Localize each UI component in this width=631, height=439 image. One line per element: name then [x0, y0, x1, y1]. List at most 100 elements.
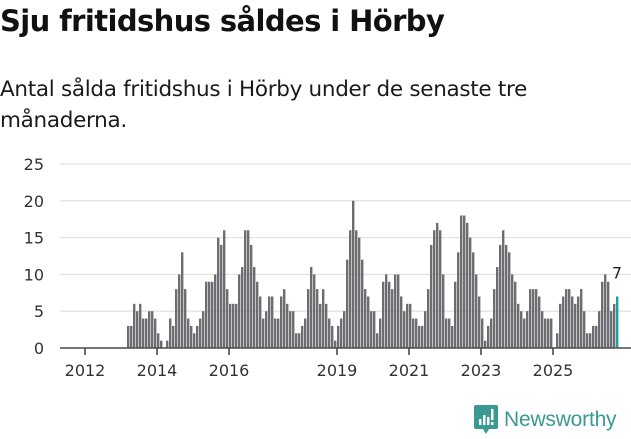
bar — [184, 289, 187, 348]
bar — [205, 281, 208, 348]
bar — [547, 318, 550, 348]
bar — [418, 325, 421, 348]
bar — [469, 237, 472, 348]
bar — [223, 230, 226, 348]
x-tick-label: 2025 — [533, 361, 574, 380]
bar — [133, 303, 136, 348]
bar — [394, 274, 397, 348]
bar — [538, 296, 541, 348]
bar — [526, 311, 529, 348]
bar — [385, 274, 388, 348]
bar — [304, 318, 307, 348]
bar — [190, 325, 193, 348]
bar — [496, 267, 499, 348]
bar — [382, 281, 385, 348]
last-value-label: 7 — [612, 263, 622, 282]
bar — [550, 318, 553, 348]
bar — [289, 311, 292, 348]
bar — [322, 289, 325, 348]
bar — [238, 274, 241, 348]
bar — [274, 318, 277, 348]
bar — [181, 252, 184, 348]
bar — [211, 281, 214, 348]
bar — [367, 296, 370, 348]
bar — [499, 244, 502, 348]
bar — [610, 311, 613, 348]
bar — [235, 303, 238, 348]
bar — [292, 311, 295, 348]
bar — [559, 303, 562, 348]
bar — [142, 318, 145, 348]
bar — [511, 274, 514, 348]
bar — [523, 318, 526, 348]
bar — [202, 311, 205, 348]
bar — [571, 296, 574, 348]
bar — [127, 325, 130, 348]
bar — [259, 296, 262, 348]
bar — [373, 311, 376, 348]
bar — [478, 296, 481, 348]
x-tick-label: 2014 — [137, 361, 178, 380]
bar — [313, 274, 316, 348]
bar — [403, 311, 406, 348]
bar — [175, 289, 178, 348]
bar — [253, 267, 256, 348]
bar — [283, 289, 286, 348]
bar — [412, 318, 415, 348]
bar — [613, 303, 616, 348]
bar — [157, 333, 160, 348]
bar — [415, 318, 418, 348]
bar — [589, 333, 592, 348]
bar — [484, 340, 487, 348]
bar — [424, 311, 427, 348]
x-tick-label: 2021 — [389, 361, 430, 380]
bar — [535, 289, 538, 348]
bar — [346, 259, 349, 348]
bar-chart: 0 5 10 15 20 25 7 2012 2014 2016 2019 2021 2023 2025 — [0, 150, 631, 390]
bar — [349, 230, 352, 348]
bar — [331, 325, 334, 348]
bar — [466, 222, 469, 348]
bar — [427, 289, 430, 348]
bar — [502, 230, 505, 348]
bar — [277, 318, 280, 348]
x-tick-label: 2023 — [461, 361, 502, 380]
bar — [130, 325, 133, 348]
bar — [544, 318, 547, 348]
bar — [250, 244, 253, 348]
bar — [232, 303, 235, 348]
bar — [148, 311, 151, 348]
newsworthy-logo[interactable]: Newsworthy — [474, 405, 617, 435]
bar — [217, 237, 220, 348]
bar — [199, 318, 202, 348]
bar — [214, 274, 217, 348]
bar — [193, 333, 196, 348]
bar — [463, 215, 466, 348]
bar — [460, 215, 463, 348]
bar — [580, 289, 583, 348]
bar — [577, 296, 580, 348]
bar — [196, 325, 199, 348]
bar — [298, 333, 301, 348]
bar — [160, 340, 163, 348]
bar — [265, 311, 268, 348]
bar — [301, 325, 304, 348]
bar — [487, 325, 490, 348]
bar — [268, 296, 271, 348]
bar — [541, 311, 544, 348]
bar — [244, 230, 247, 348]
x-tick-label: 2016 — [209, 361, 250, 380]
bar — [445, 318, 448, 348]
bar — [166, 340, 169, 348]
bar — [397, 274, 400, 348]
bar — [532, 289, 535, 348]
bar — [226, 289, 229, 348]
bar — [520, 311, 523, 348]
bar — [493, 289, 496, 348]
bar — [334, 340, 337, 348]
bar — [145, 318, 148, 348]
bar — [328, 318, 331, 348]
y-tick-label: 20 — [24, 192, 44, 211]
bar — [400, 296, 403, 348]
bar — [595, 325, 598, 348]
